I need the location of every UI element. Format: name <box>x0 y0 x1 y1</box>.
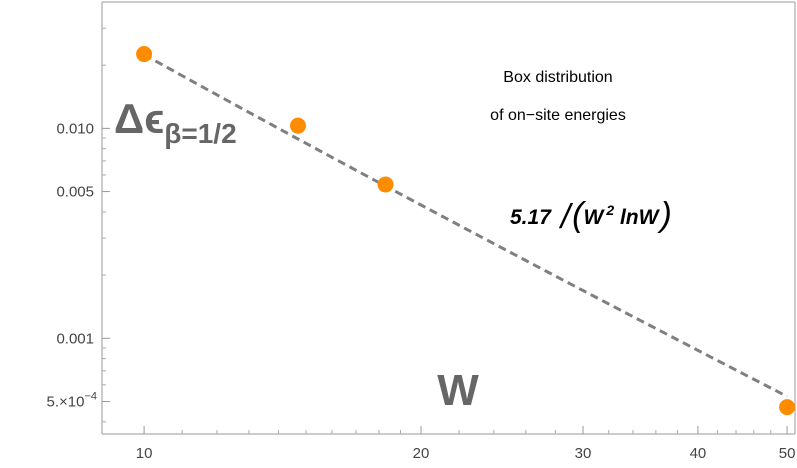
axis-ticks <box>102 27 788 434</box>
y-tick-label-2: 0.005 <box>56 184 94 201</box>
x-axis-label: W <box>437 366 479 415</box>
fit-label-slash: / <box>559 198 574 236</box>
x-tick-labels: 10 20 30 40 50 <box>136 445 796 462</box>
y-axis-label-base: Δϵ <box>114 95 164 142</box>
fit-label-exp: 2 <box>605 202 614 218</box>
fit-label-w: W <box>584 206 606 229</box>
x-tick-label-10: 10 <box>136 445 153 462</box>
annotation-line-2: of on−site energies <box>490 107 626 124</box>
y-tick-label-3: 0.010 <box>56 120 94 137</box>
data-point-2 <box>377 176 394 193</box>
y-tick-label-0: 5.×10−4 <box>46 390 97 410</box>
y-tick-label-exp: −4 <box>84 390 97 402</box>
x-tick-label-30: 30 <box>575 445 592 462</box>
fit-label-coef: 5.17 <box>510 206 552 229</box>
y-tick-label-base: 5.×10 <box>46 393 84 410</box>
annotation-line-1: Box distribution <box>503 69 612 86</box>
fit-label: 5.17 /(W 2 lnW) <box>510 196 672 236</box>
data-points <box>136 46 796 416</box>
data-point-3 <box>779 399 796 416</box>
y-axis-label-sub: β=1/2 <box>164 118 236 149</box>
fit-line <box>143 53 788 398</box>
fit-label-lparen: ( <box>572 196 587 234</box>
plot-frame <box>101 1 796 435</box>
y-tick-label-1: 0.001 <box>56 330 94 347</box>
data-point-1 <box>290 117 307 134</box>
y-axis-label: Δϵβ=1/2 <box>114 95 237 149</box>
x-tick-label-50: 50 <box>779 445 796 462</box>
x-tick-label-40: 40 <box>690 445 707 462</box>
x-tick-label-20: 20 <box>413 445 430 462</box>
fit-label-lnw: lnW <box>614 206 660 229</box>
data-point-0 <box>136 46 153 63</box>
y-tick-labels: 5.×10−4 0.001 0.005 0.010 <box>46 120 97 410</box>
fit-label-rparen: ) <box>656 196 671 234</box>
